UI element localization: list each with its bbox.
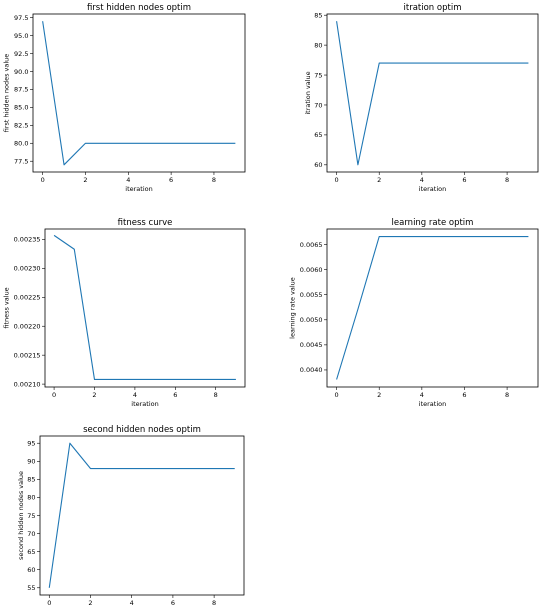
series-line bbox=[48, 442, 235, 588]
y-tick-label: 0.00225 bbox=[14, 294, 41, 302]
y-tick-label: 0.0045 bbox=[300, 341, 323, 349]
y-tick-label: 85.0 bbox=[14, 104, 28, 112]
y-tick-label: 0.00215 bbox=[14, 351, 41, 359]
y-tick-label: 97.5 bbox=[14, 14, 28, 22]
x-axis-label: iteration bbox=[419, 400, 446, 408]
x-axis-label: iteration bbox=[125, 185, 152, 193]
y-axis-label: second hidden nodes value bbox=[17, 471, 25, 560]
x-tick-label: 0 bbox=[47, 599, 51, 606]
y-axis-label: itration value bbox=[304, 71, 312, 114]
y-tick-label: 0.00235 bbox=[14, 236, 41, 244]
x-tick-label: 4 bbox=[130, 599, 134, 606]
x-axis-label: iteration bbox=[131, 400, 158, 408]
y-tick-label: 90.0 bbox=[14, 68, 28, 76]
series-line bbox=[336, 21, 529, 166]
x-tick-label: 8 bbox=[214, 391, 218, 399]
chart-iteration: itration optim 0 2 4 6 8 60 65 70 75 80 85 iteration… bbox=[304, 3, 539, 193]
chart-fitness: fitness curve 0 2 4 6 8 0.00210 0.00215 0.00220 0… bbox=[3, 218, 246, 408]
x-tick-label: 0 bbox=[335, 176, 339, 184]
chart-title: fitness curve bbox=[118, 218, 173, 228]
x-tick-label: 4 bbox=[126, 176, 130, 184]
x-tick-label: 6 bbox=[169, 176, 173, 184]
y-tick-label: 70 bbox=[27, 530, 35, 538]
y-tick-label: 77.5 bbox=[14, 158, 28, 166]
x-tick-label: 4 bbox=[420, 176, 424, 184]
y-tick-label: 65 bbox=[27, 548, 35, 556]
x-tick-label: 4 bbox=[420, 391, 424, 399]
y-tick-label: 0.0065 bbox=[300, 241, 323, 249]
y-tick-label: 90 bbox=[27, 458, 35, 466]
series-line bbox=[336, 235, 529, 380]
series-line bbox=[42, 21, 236, 166]
y-axis-label: first hidden nodes value bbox=[2, 54, 10, 133]
x-tick-label: 6 bbox=[171, 599, 175, 606]
chart-title: second hidden nodes optim bbox=[83, 425, 201, 435]
x-tick-label: 8 bbox=[505, 176, 509, 184]
chart-title: first hidden nodes optim bbox=[87, 3, 191, 13]
y-tick-label: 75 bbox=[27, 512, 35, 520]
plot-frame bbox=[32, 13, 246, 173]
plot-frame bbox=[326, 228, 539, 388]
x-tick-label: 8 bbox=[212, 176, 216, 184]
chart-title: learning rate optim bbox=[392, 218, 474, 228]
y-tick-label: 80.0 bbox=[14, 140, 28, 148]
x-tick-label: 6 bbox=[462, 391, 466, 399]
y-tick-label: 82.5 bbox=[14, 122, 28, 130]
x-tick-label: 6 bbox=[462, 176, 466, 184]
x-tick-label: 2 bbox=[83, 176, 87, 184]
y-tick-label: 0.00210 bbox=[14, 380, 41, 388]
y-tick-label: 80 bbox=[27, 494, 35, 502]
y-tick-label: 85 bbox=[314, 11, 322, 19]
x-tick-label: 8 bbox=[212, 599, 216, 606]
y-tick-label: 80 bbox=[314, 41, 322, 49]
y-tick-label: 95.0 bbox=[14, 32, 28, 40]
chart-title: itration optim bbox=[404, 3, 462, 13]
x-tick-label: 0 bbox=[52, 391, 56, 399]
y-tick-label: 87.5 bbox=[14, 86, 28, 94]
chart-first-hidden: first hidden nodes optim 0 2 4 6 8 77.5 80.0 82.… bbox=[2, 3, 246, 193]
y-tick-label: 65 bbox=[314, 131, 322, 139]
series-line bbox=[53, 234, 236, 381]
x-tick-label: 6 bbox=[173, 391, 177, 399]
x-tick-label: 2 bbox=[88, 599, 92, 606]
chart-second-hidden: second hidden nodes optim 0 2 4 6 8 55 60 65 70 75… bbox=[17, 425, 245, 606]
y-axis-label: learning rate value bbox=[289, 277, 297, 339]
x-tick-label: 2 bbox=[377, 176, 381, 184]
x-tick-label: 2 bbox=[377, 391, 381, 399]
plot-frame bbox=[39, 435, 245, 596]
y-tick-label: 55 bbox=[27, 584, 35, 592]
y-tick-label: 0.00220 bbox=[14, 323, 41, 331]
chart-learning-rate: learning rate optim 0 2 4 6 8 0.0040 0.0045 0.00… bbox=[289, 218, 539, 408]
y-tick-label: 0.00230 bbox=[14, 265, 41, 273]
y-tick-label: 95 bbox=[27, 440, 35, 448]
plot-frame bbox=[44, 228, 246, 388]
x-tick-label: 2 bbox=[92, 391, 96, 399]
x-tick-label: 4 bbox=[133, 391, 137, 399]
y-tick-label: 85 bbox=[27, 476, 35, 484]
y-axis-label: fitness value bbox=[3, 287, 11, 328]
y-tick-label: 0.0040 bbox=[300, 366, 323, 374]
y-tick-label: 60 bbox=[27, 566, 35, 574]
y-tick-label: 92.5 bbox=[14, 50, 28, 58]
x-axis-label: iteration bbox=[419, 185, 446, 193]
y-tick-label: 60 bbox=[314, 161, 322, 169]
x-tick-label: 8 bbox=[505, 391, 509, 399]
plot-frame bbox=[326, 13, 539, 173]
y-tick-label: 0.0055 bbox=[300, 291, 323, 299]
y-tick-label: 75 bbox=[314, 71, 322, 79]
y-tick-label: 0.0050 bbox=[300, 316, 323, 324]
y-tick-label: 0.0060 bbox=[300, 266, 323, 274]
y-tick-label: 70 bbox=[314, 101, 322, 109]
x-tick-label: 0 bbox=[335, 391, 339, 399]
x-tick-label: 0 bbox=[41, 176, 45, 184]
